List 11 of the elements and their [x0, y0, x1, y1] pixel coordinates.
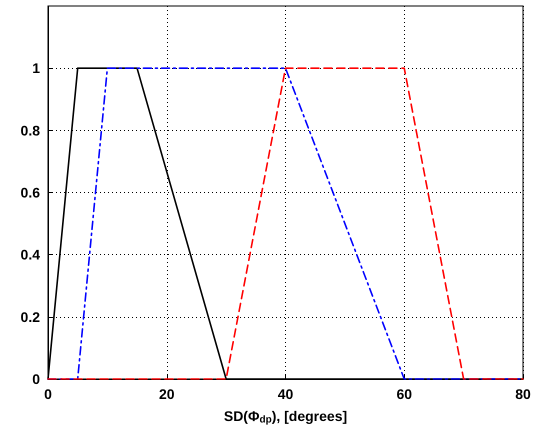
x-tick-label: 0	[44, 386, 52, 402]
x-tick-label: 80	[515, 386, 531, 402]
x-tick-label: 40	[278, 386, 294, 402]
y-tick-label: 0.8	[20, 122, 40, 138]
y-tick-label: 1	[32, 60, 40, 76]
y-tick-label: 0.4	[20, 246, 40, 263]
x-tick-label: 20	[158, 386, 175, 402]
x-tick-label: 60	[396, 386, 412, 402]
y-tick-label: 0.2	[20, 308, 40, 325]
y-tick-label: 0	[32, 371, 40, 387]
y-tick-label: 0.6	[20, 184, 40, 200]
